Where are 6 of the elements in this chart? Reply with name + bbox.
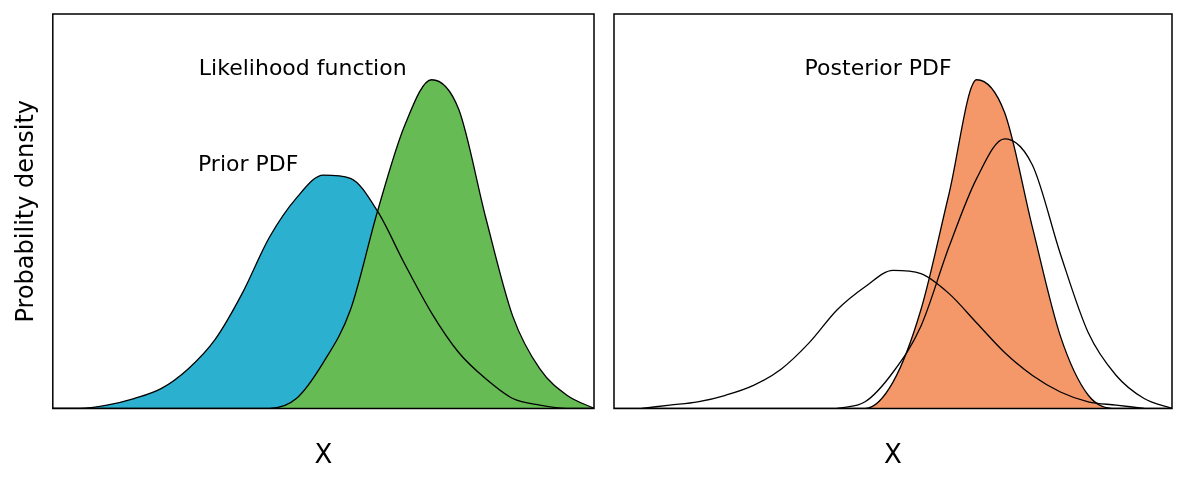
series-label: Prior PDF	[197, 150, 299, 176]
x-axis-title: X	[314, 439, 333, 470]
y-axis-title: Probability density	[10, 99, 39, 323]
x-axis-title: X	[884, 439, 902, 470]
series-label: Likelihood function	[198, 55, 407, 81]
series-label: Posterior PDF	[804, 55, 952, 81]
